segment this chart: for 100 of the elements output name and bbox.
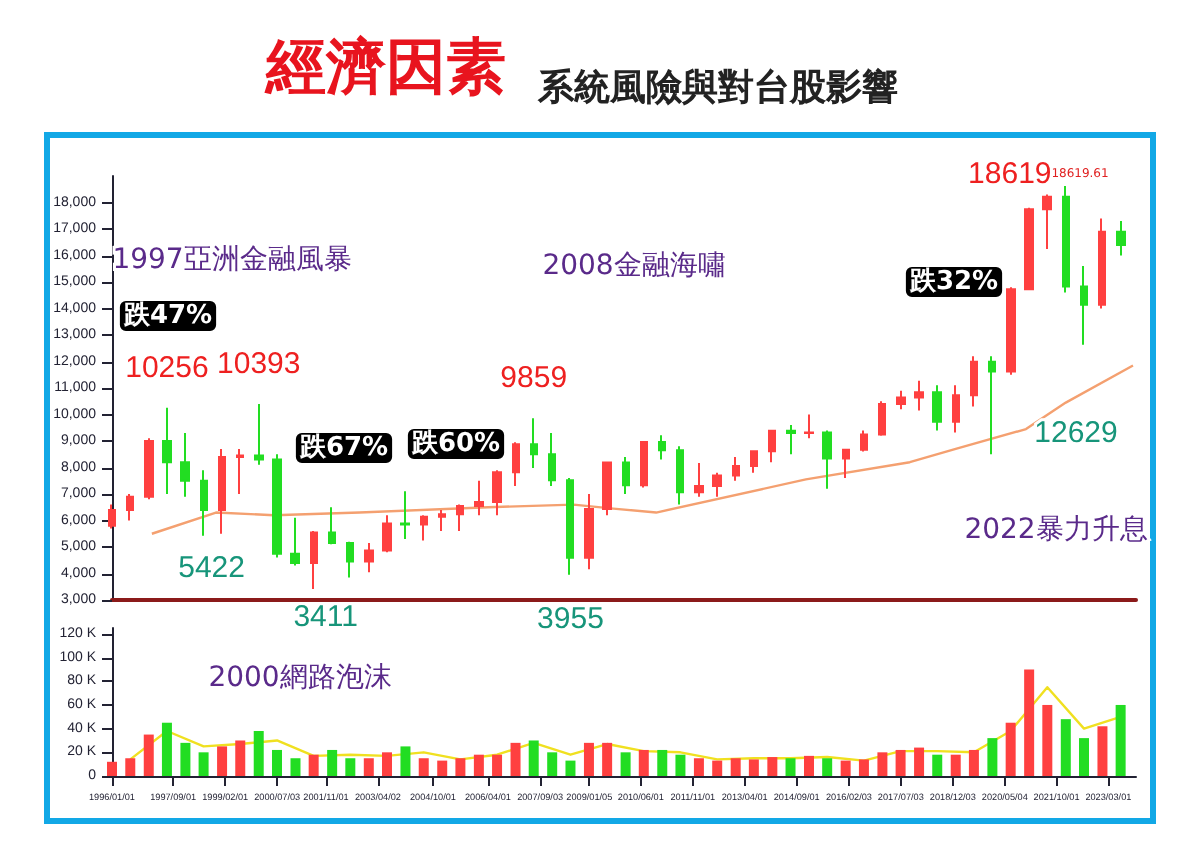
bar xyxy=(730,758,741,776)
candlestick xyxy=(310,530,318,591)
candlestick xyxy=(254,403,264,466)
candlestick xyxy=(200,469,208,537)
candlestick xyxy=(896,389,906,411)
bar xyxy=(400,746,411,776)
bar xyxy=(180,742,191,776)
bar xyxy=(1042,704,1053,776)
candlestick xyxy=(162,406,172,495)
candlestick xyxy=(382,514,392,554)
bar xyxy=(547,752,558,776)
annotation: 9859 xyxy=(500,361,568,396)
candlestick xyxy=(584,493,594,571)
candlestick xyxy=(236,447,244,495)
bar xyxy=(473,754,484,776)
bar xyxy=(1078,738,1089,776)
candlestick xyxy=(860,429,868,453)
annotation: 3955 xyxy=(537,601,604,636)
bar xyxy=(565,760,576,776)
annotation: 2022暴力升息 xyxy=(964,514,1148,546)
annotation: 跌67% xyxy=(297,433,389,463)
bar xyxy=(602,742,613,776)
candlestick xyxy=(676,445,684,506)
annotation: 1997亞洲金融風暴 xyxy=(112,244,352,276)
bar xyxy=(198,752,209,776)
bar xyxy=(583,742,594,776)
candlestick xyxy=(364,542,374,574)
candlestick xyxy=(640,440,648,489)
bar xyxy=(1060,719,1071,776)
candlestick xyxy=(126,493,134,522)
candlestick xyxy=(1006,286,1016,376)
candlestick xyxy=(768,429,776,464)
bar xyxy=(1024,669,1035,776)
candlestick xyxy=(218,447,226,535)
bar xyxy=(272,749,283,776)
candlestick xyxy=(952,384,960,434)
candlestick xyxy=(346,540,354,579)
candlestick xyxy=(822,429,832,490)
bar xyxy=(290,758,301,776)
bar xyxy=(437,760,448,776)
candlestick xyxy=(272,453,282,559)
annotation: 10256 xyxy=(125,350,209,385)
bar xyxy=(253,731,264,776)
candlestick xyxy=(290,516,300,567)
bar xyxy=(217,746,228,776)
candlestick xyxy=(512,441,520,488)
candlestick xyxy=(878,400,886,437)
bar xyxy=(418,758,429,776)
bar xyxy=(675,754,686,776)
chart-subtitle: 系統風險與對台股影響 xyxy=(536,67,898,109)
candlestick xyxy=(1062,185,1070,294)
bar xyxy=(822,758,833,776)
bar xyxy=(1005,722,1016,776)
bar xyxy=(107,761,117,776)
candlestick xyxy=(1080,265,1088,346)
candlestick xyxy=(328,506,336,546)
bar xyxy=(657,749,668,776)
candlestick xyxy=(420,514,428,542)
candlestick xyxy=(804,413,814,440)
bar xyxy=(308,754,319,776)
candlestick xyxy=(180,432,190,498)
candlestick xyxy=(438,508,446,533)
candlestick xyxy=(842,447,850,480)
annotation: 跌60% xyxy=(409,429,501,459)
bar xyxy=(748,759,759,776)
bar xyxy=(1115,704,1126,776)
candlestick xyxy=(658,434,666,461)
bar xyxy=(858,759,869,776)
bar xyxy=(1097,726,1108,776)
bar xyxy=(492,754,503,776)
candlestick xyxy=(932,384,942,432)
candlestick xyxy=(988,355,996,456)
bar xyxy=(803,755,814,776)
bar xyxy=(345,758,356,776)
bar xyxy=(327,749,338,776)
annotation: 跌32% xyxy=(907,267,999,297)
candlestick xyxy=(400,490,410,541)
bar xyxy=(161,722,172,776)
candlestick xyxy=(1024,206,1034,291)
bar xyxy=(620,752,631,776)
candlestick xyxy=(492,469,502,517)
bar xyxy=(877,752,888,776)
bar xyxy=(712,760,723,776)
bar xyxy=(914,747,925,776)
bar xyxy=(235,740,246,776)
bar xyxy=(950,754,961,776)
bar xyxy=(785,758,796,776)
bar xyxy=(932,754,943,776)
bar xyxy=(528,740,539,776)
bar xyxy=(125,758,136,776)
candlestick xyxy=(602,461,612,517)
candlestick xyxy=(530,417,538,470)
bar xyxy=(968,749,979,776)
bar xyxy=(363,758,374,776)
candlestick xyxy=(970,355,978,408)
candlestick xyxy=(1098,217,1106,310)
candlestick xyxy=(144,437,154,501)
bar xyxy=(381,752,392,776)
bar xyxy=(455,758,466,776)
bar xyxy=(693,758,704,776)
